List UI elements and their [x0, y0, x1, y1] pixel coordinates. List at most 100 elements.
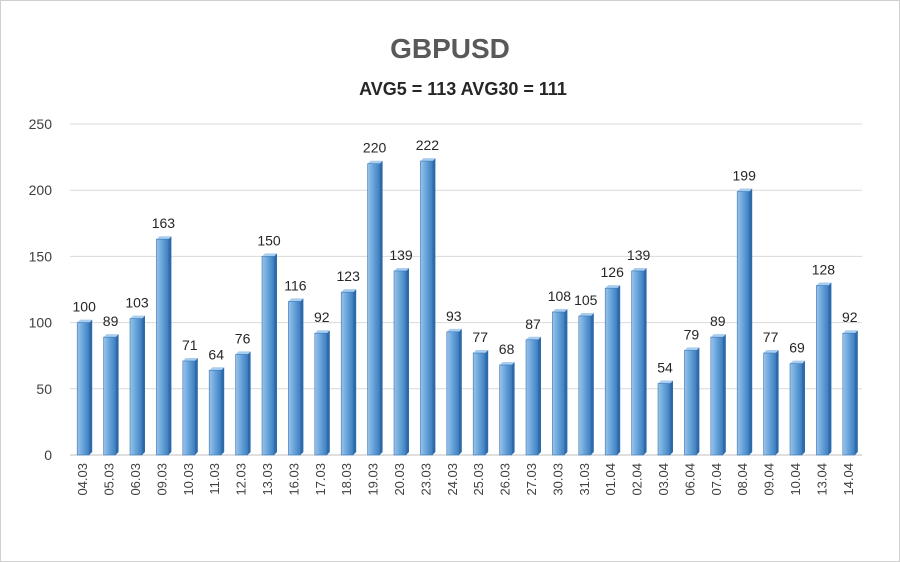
bar-side	[511, 361, 515, 455]
x-tick-label: 23.03	[418, 463, 433, 496]
x-tick-label: 10.03	[181, 463, 196, 496]
bar-top	[262, 253, 277, 257]
bar-09.03	[156, 236, 172, 456]
x-tick-label: 30.03	[550, 463, 565, 496]
data-label: 92	[314, 309, 330, 325]
bar-top	[578, 312, 594, 316]
data-label: 139	[627, 247, 651, 263]
x-tick-label: 08.04	[735, 463, 750, 496]
x-tick-label: 09.03	[154, 463, 169, 496]
bar-side	[617, 285, 621, 455]
data-label: 100	[73, 299, 97, 315]
bar-front	[129, 318, 143, 456]
data-label: 199	[733, 168, 757, 184]
bar-05.03	[103, 334, 119, 456]
bar-top	[737, 188, 753, 192]
bar-18.03	[340, 289, 357, 456]
bar-top	[790, 360, 805, 364]
bar-side	[142, 315, 145, 455]
bar-top	[420, 158, 436, 162]
bar-top	[77, 319, 93, 323]
bar-front	[76, 322, 90, 456]
x-tick-label: 31.03	[577, 463, 592, 496]
x-tick-label: 26.03	[498, 463, 513, 496]
bar-top	[842, 330, 858, 334]
bar-front	[367, 163, 380, 456]
bar-top	[314, 330, 330, 334]
data-label: 222	[416, 137, 440, 153]
bar-top	[631, 267, 647, 271]
bar-top	[288, 298, 304, 302]
bar-side	[854, 330, 858, 455]
x-tick-label: 05.03	[102, 463, 117, 496]
x-tick-label: 16.03	[286, 463, 301, 496]
bar-front	[789, 363, 803, 456]
data-label: 64	[208, 346, 224, 362]
y-tick-label: 50	[36, 381, 52, 397]
x-tick-label: 19.03	[366, 463, 381, 496]
y-tick-label: 150	[29, 248, 53, 264]
bar-top	[816, 282, 832, 286]
bar-14.04	[842, 330, 858, 456]
bar-front	[816, 285, 829, 456]
x-tick-label: 07.04	[709, 463, 724, 496]
bar-side	[802, 360, 805, 455]
bar-front	[552, 311, 565, 456]
data-label: 92	[842, 309, 858, 325]
bar-06.03	[129, 315, 145, 456]
bar-front	[156, 238, 169, 456]
bar-front	[578, 315, 592, 456]
bar-top	[156, 236, 172, 240]
bar-side	[300, 298, 304, 455]
data-label: 89	[710, 313, 726, 329]
bar-side	[775, 350, 779, 455]
x-tick-label: 13.03	[260, 463, 275, 496]
data-label: 220	[363, 140, 387, 156]
bar-12.03	[235, 351, 251, 456]
bar-20.03	[393, 267, 409, 456]
bar-side	[643, 267, 647, 455]
data-label: 116	[284, 277, 307, 293]
bar-side	[485, 350, 489, 455]
bar-front	[657, 383, 671, 456]
bar-front	[710, 336, 724, 456]
x-tick-label: 10.04	[788, 463, 803, 496]
x-tick-label: 09.04	[762, 463, 777, 496]
data-label: 69	[789, 340, 805, 356]
data-label: 79	[684, 326, 700, 342]
bar-top	[182, 357, 198, 361]
x-tick-label: 06.04	[682, 463, 697, 496]
data-labels: 100 89 103 163 71 64 76 150 116 92 123 220 139 222 93 7…	[73, 137, 858, 375]
bar-side	[326, 330, 330, 455]
bar-06.04	[684, 347, 700, 456]
bar-side	[670, 380, 673, 455]
y-tick-label: 0	[44, 447, 52, 463]
bar-front	[446, 331, 460, 456]
data-label: 87	[525, 316, 541, 332]
bar-side	[538, 336, 541, 455]
bar-16.03	[288, 298, 304, 456]
bar-top	[658, 380, 673, 384]
data-label: 108	[548, 288, 572, 304]
bar-side	[168, 236, 172, 455]
bar-side	[828, 282, 832, 455]
bar-top	[684, 347, 700, 351]
bar-front	[472, 352, 486, 456]
bar-10.04	[789, 360, 805, 456]
data-label: 123	[337, 268, 361, 284]
data-label: 93	[446, 308, 462, 324]
bar-side	[247, 351, 251, 455]
bar-top	[209, 367, 225, 371]
bar-side	[432, 158, 436, 455]
x-tick-label: 11.03	[207, 463, 222, 495]
bar-top	[552, 309, 568, 313]
bar-front	[314, 332, 328, 456]
x-tick-label: 12.03	[234, 463, 249, 496]
bar-25.03	[472, 350, 489, 456]
bar-19.03	[367, 160, 383, 456]
chart-subtitle: AVG5 = 113 AVG30 = 111	[359, 79, 567, 99]
x-tick-label: 25.03	[471, 463, 486, 496]
data-label: 68	[499, 341, 515, 357]
bar-front	[420, 160, 433, 456]
x-tick-label: 27.03	[524, 463, 539, 496]
